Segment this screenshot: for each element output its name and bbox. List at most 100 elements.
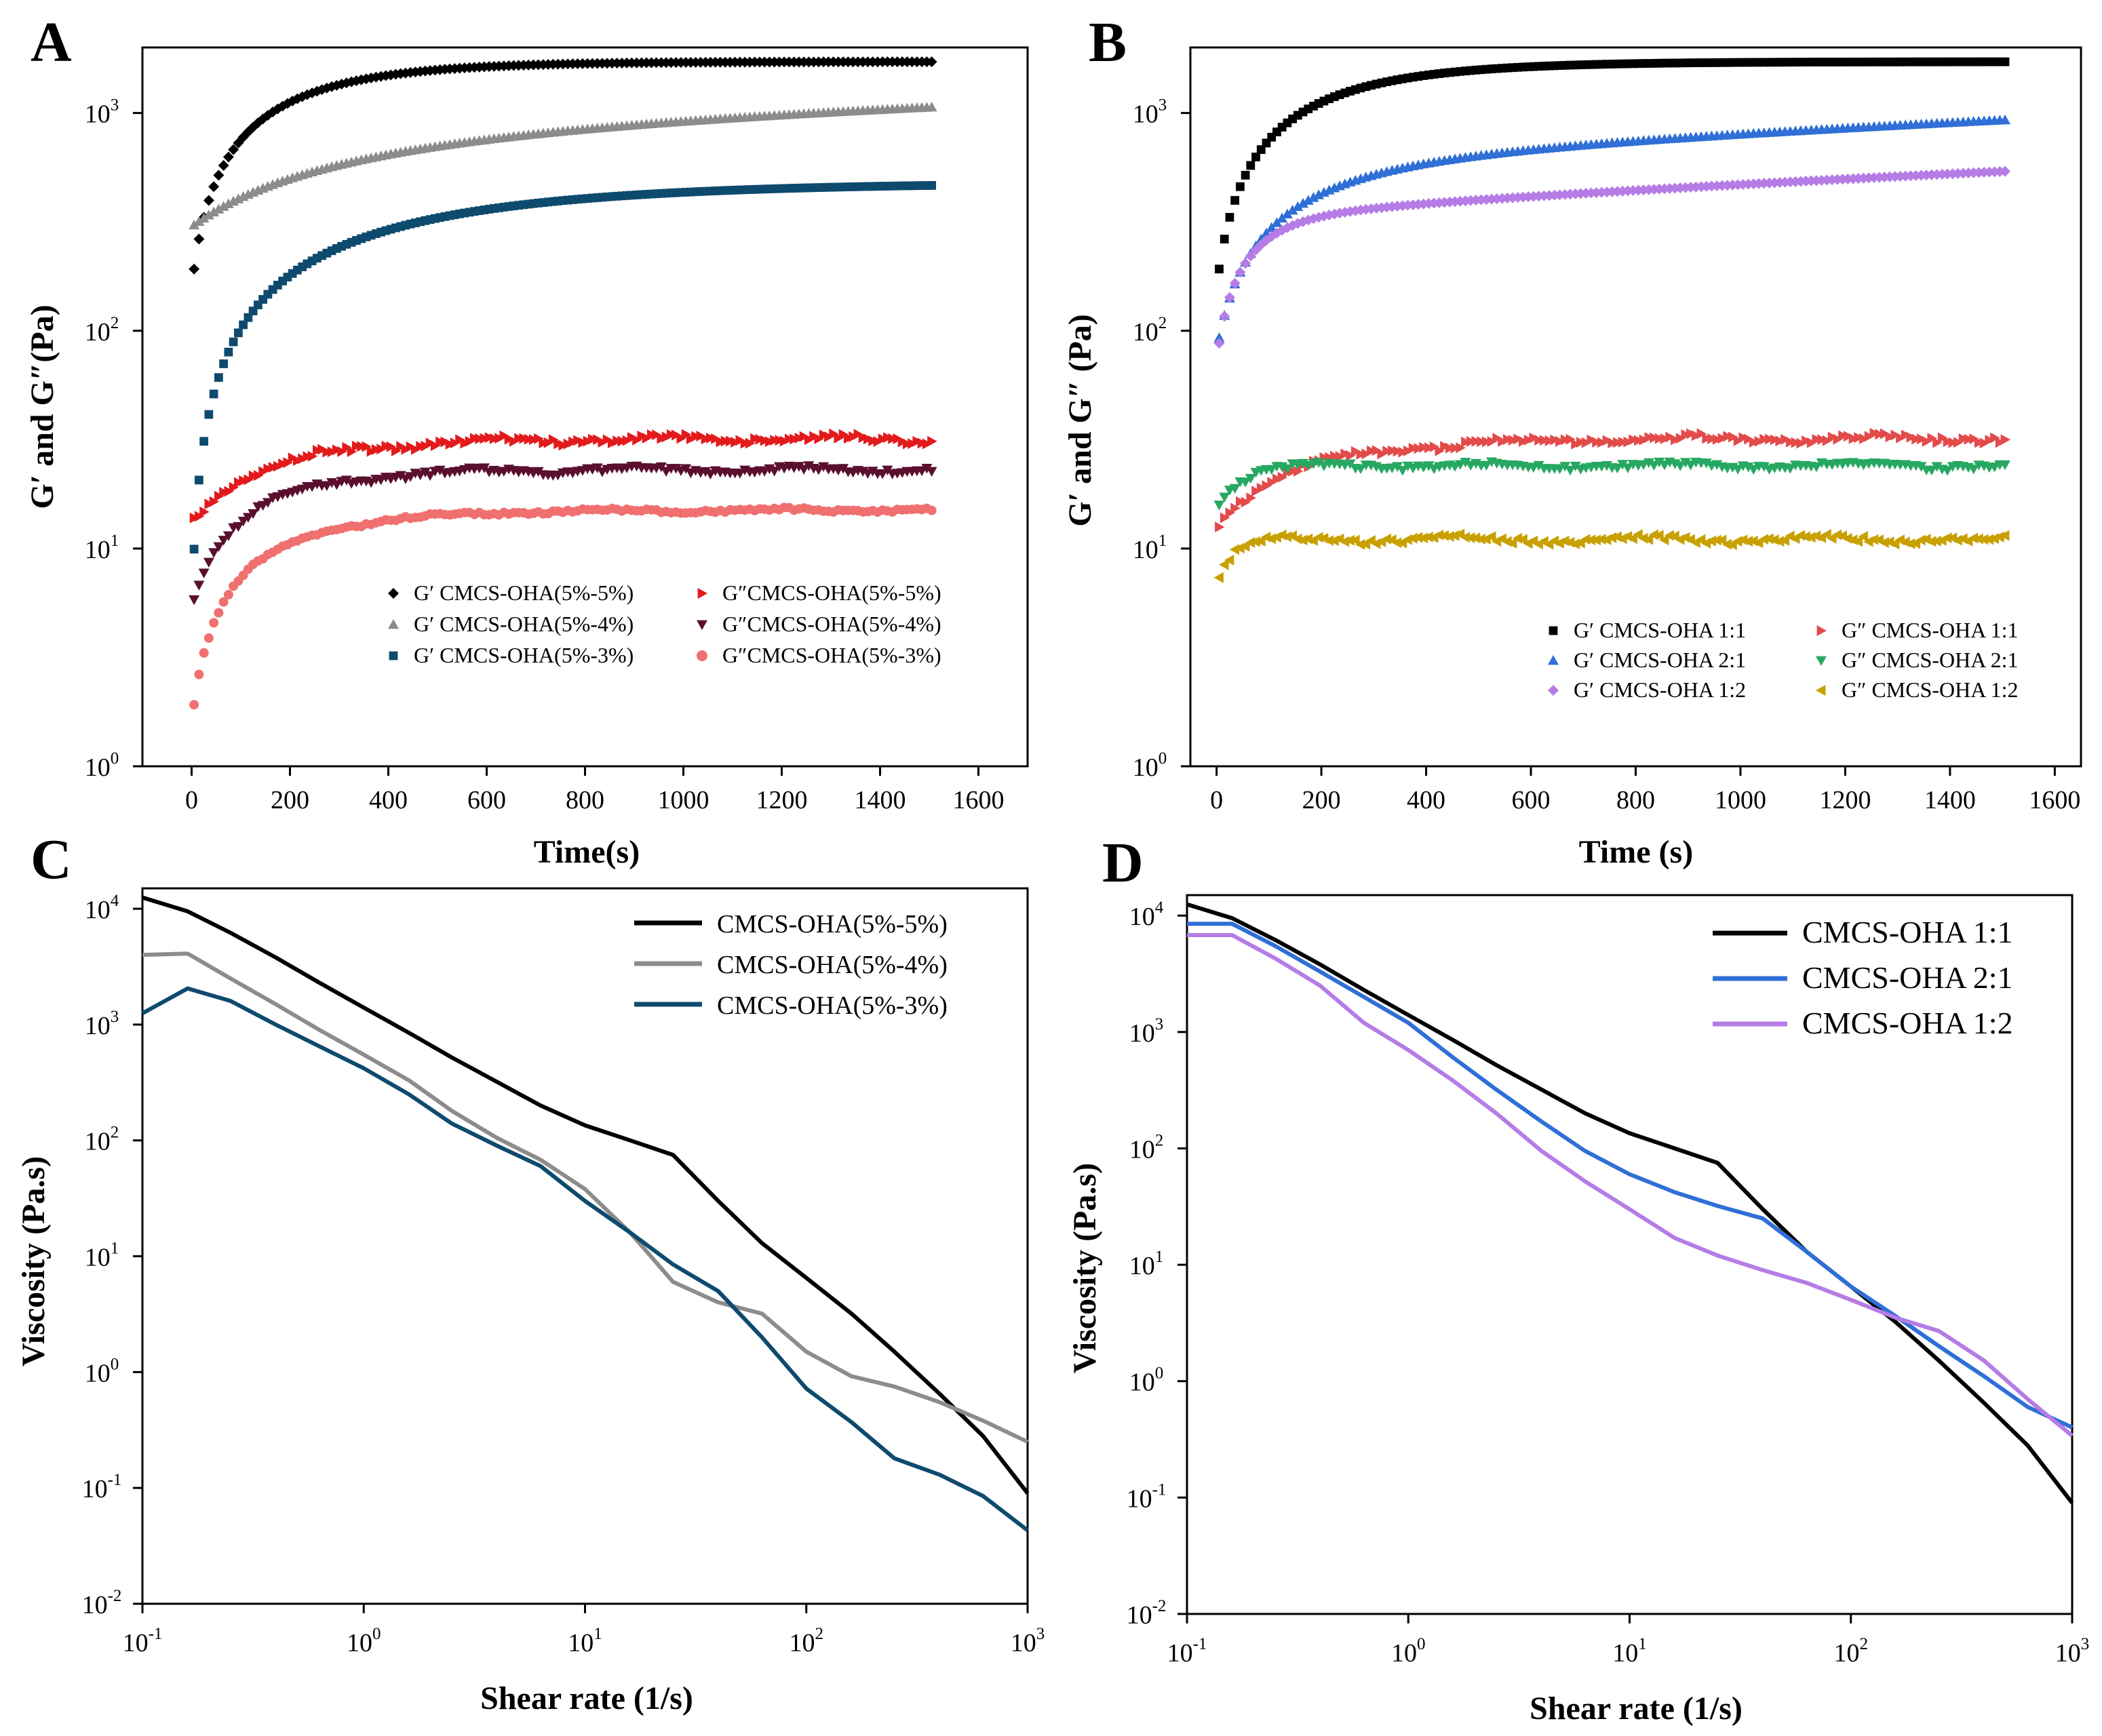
panel-a-legend-label: G″CMCS-OHA(5%-4%) <box>722 612 941 636</box>
panel-b-point <box>1335 451 1346 462</box>
panel-b-point <box>1665 431 1675 443</box>
panel-b-point <box>1617 460 1629 470</box>
panel-b-point <box>1994 531 2004 542</box>
panel-c-series-0 <box>142 895 1030 1495</box>
panel-a-point <box>298 453 308 465</box>
panel-b-point <box>1266 222 1277 233</box>
panel-a-point <box>921 464 933 474</box>
panel-b-point <box>1246 161 1256 170</box>
panel-a-point <box>598 437 608 448</box>
panel-a-point <box>798 465 810 475</box>
panel-b-point <box>1948 437 1958 448</box>
panel-c-series-2 <box>141 986 1029 1533</box>
panel-a-point <box>475 433 485 444</box>
panel-a-point <box>504 433 515 445</box>
panel-b-point <box>1414 443 1424 454</box>
panel-b-legend-marker <box>1549 626 1558 635</box>
panel-b-point <box>1931 462 1943 472</box>
panel-a-series-3 <box>189 428 937 524</box>
panel-a-point <box>248 470 259 481</box>
panel-b-point <box>1623 436 1633 448</box>
panel-d-xtick-label: 10-1 <box>1167 1635 1207 1668</box>
panel-b-point <box>1770 434 1780 446</box>
panel-a-point <box>214 490 225 502</box>
panel-b-point <box>1685 460 1696 471</box>
panel-a-point <box>193 216 205 226</box>
panel-a: A 0 200 400 600 800 1000 1200 1400 1600 100 101 102… <box>24 11 1029 870</box>
panel-a-point <box>366 446 377 457</box>
panel-b-point <box>1213 500 1225 511</box>
panel-b-point <box>1606 532 1617 543</box>
panel-b-point <box>1460 532 1470 543</box>
panel-b-series-2 <box>1213 165 2011 349</box>
panel-d-series-line <box>1186 902 2074 1505</box>
panel-a-point <box>214 608 224 618</box>
panel-a-point <box>242 513 254 523</box>
panel-b-point <box>1288 465 1298 477</box>
panel-d-xlabel: Shear rate (1/s) <box>1530 1691 1743 1727</box>
panel-b-xtick-label: 800 <box>1616 786 1655 814</box>
panel-b-point <box>1800 531 1810 542</box>
panel-b-point <box>1461 436 1471 448</box>
panel-a-point <box>587 433 598 445</box>
panel-a-point <box>193 580 205 591</box>
panel-b-point <box>1340 448 1350 460</box>
panel-b-point <box>1408 443 1419 454</box>
panel-b-point <box>1831 529 1842 540</box>
panel-b-point <box>1613 437 1623 448</box>
panel-b-point <box>1424 442 1435 454</box>
panel-a-point <box>917 437 928 449</box>
panel-b-point <box>1445 442 1456 454</box>
panel-a-point <box>317 443 328 455</box>
panel-b-point <box>1555 435 1565 447</box>
panel-b-legend-label: G′ CMCS-OHA 1:1 <box>1574 618 1746 642</box>
panel-b-point <box>1513 433 1523 445</box>
panel-a-point <box>553 438 564 450</box>
panel-d-ytick-label: 10-1 <box>1127 1480 1167 1513</box>
panel-b-point <box>1648 460 1660 471</box>
panel-b-point <box>1644 432 1654 443</box>
panel-a-point <box>867 467 878 477</box>
panel-a-point <box>351 440 362 452</box>
panel-b-point <box>1245 250 1256 262</box>
panel-a-point <box>204 410 214 419</box>
panel-b-series-4 <box>1213 457 2011 511</box>
panel-b-point <box>1412 532 1423 543</box>
panel-c-ytick-label: 104 <box>85 892 119 924</box>
panel-a-point <box>425 437 436 449</box>
panel-a-point <box>440 436 450 448</box>
panel-a-point <box>480 433 490 444</box>
panel-b-point <box>1460 458 1471 468</box>
panel-b-point <box>1896 432 1906 443</box>
panel-b-legend-label: G″ CMCS-OHA 1:2 <box>1842 677 2018 702</box>
panel-b-point <box>1529 432 1539 443</box>
panel-a-point <box>494 433 505 444</box>
panel-a-legend-item: G′ CMCS-OHA(5%-3%) <box>389 643 634 667</box>
panel-a-point <box>421 440 431 452</box>
panel-a-point <box>233 328 243 338</box>
panel-b-point <box>1926 536 1936 547</box>
panel-c-ytick-label: 10-2 <box>82 1587 122 1619</box>
panel-a-point <box>882 465 893 476</box>
panel-b-point <box>1838 430 1848 441</box>
panel-b-point <box>1721 538 1732 550</box>
panel-b-point <box>1220 235 1229 243</box>
panel-a-point <box>768 467 780 477</box>
panel-c: C 10-1 100 101 102 10310-210-110010110210310… <box>16 828 1045 1716</box>
panel-a-point <box>731 437 741 448</box>
panel-b-legend-item: G′ CMCS-OHA 1:2 <box>1548 677 1746 702</box>
panel-b-point <box>1937 432 1948 443</box>
panel-b-point <box>1241 170 1250 180</box>
panel-a-point <box>198 568 210 578</box>
panel-a-point <box>657 433 667 444</box>
panel-b-point <box>1377 448 1387 460</box>
panel-a-point <box>543 437 554 448</box>
panel-a-point <box>853 429 863 440</box>
panel-b-point <box>1905 170 1916 182</box>
panel-b-legend-item: G′ CMCS-OHA 2:1 <box>1548 648 1746 672</box>
panel-c-xtick-label: 101 <box>568 1625 602 1657</box>
panel-b-point <box>1298 197 1309 208</box>
panel-a-point <box>838 429 849 440</box>
panel-a-point <box>218 201 229 211</box>
panel-b-legend-marker <box>1548 685 1559 696</box>
